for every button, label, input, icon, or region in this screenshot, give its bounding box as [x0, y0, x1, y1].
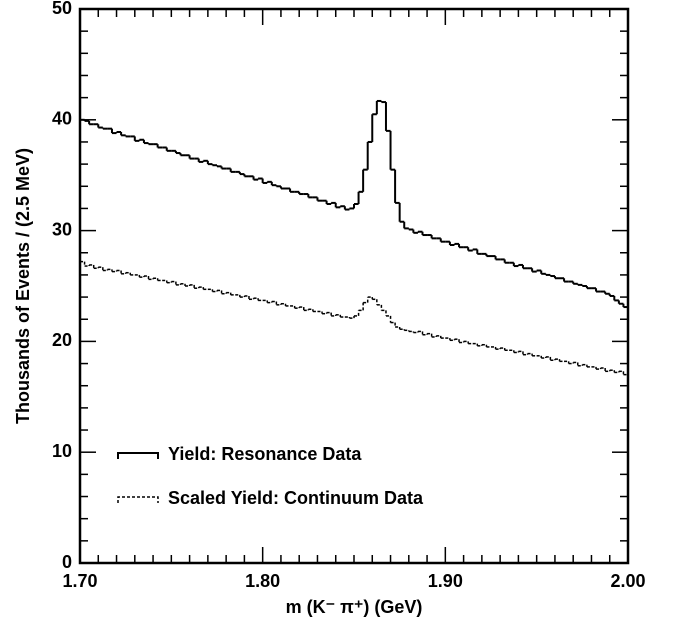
legend-label: Yield: Resonance Data: [168, 444, 362, 464]
x-axis-label: m (K⁻ π⁺) (GeV): [286, 597, 423, 617]
y-tick-label: 50: [52, 0, 72, 18]
x-tick-label: 1.70: [62, 571, 97, 591]
x-tick-label: 1.80: [245, 571, 280, 591]
y-axis-label: Thousands of Events / (2.5 MeV): [13, 148, 33, 424]
y-tick-label: 20: [52, 330, 72, 350]
y-tick-label: 30: [52, 219, 72, 239]
legend-label: Scaled Yield: Continuum Data: [168, 488, 424, 508]
x-tick-label: 2.00: [610, 571, 645, 591]
plot-frame: [78, 7, 630, 565]
y-tick-label: 40: [52, 109, 72, 129]
legend-swatch: [117, 452, 159, 459]
legend-swatch: [117, 496, 159, 503]
x-tick-label: 1.90: [428, 571, 463, 591]
y-tick-label: 0: [62, 552, 72, 572]
y-tick-label: 10: [52, 441, 72, 461]
